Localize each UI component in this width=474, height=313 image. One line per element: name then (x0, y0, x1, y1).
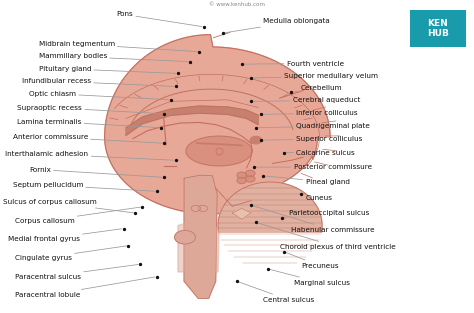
Text: Pituitary gland: Pituitary gland (38, 66, 176, 73)
FancyBboxPatch shape (410, 10, 466, 47)
Text: Paracentral sulcus: Paracentral sulcus (15, 264, 138, 280)
Text: Calcarine sulcus: Calcarine sulcus (286, 150, 355, 156)
Polygon shape (126, 106, 258, 136)
Text: Inferior colliculus: Inferior colliculus (263, 110, 358, 116)
Text: Interthalamic adhesion: Interthalamic adhesion (5, 151, 173, 160)
Text: Supraoptic recess: Supraoptic recess (17, 105, 162, 114)
Text: Midbrain tegmentum: Midbrain tegmentum (38, 41, 197, 52)
Circle shape (191, 205, 201, 212)
Text: Infundibular recess: Infundibular recess (22, 78, 173, 86)
Polygon shape (232, 208, 251, 219)
Text: Anterior commissure: Anterior commissure (12, 134, 162, 143)
Polygon shape (184, 175, 217, 298)
Text: Lamina terminalis: Lamina terminalis (17, 119, 159, 128)
Text: KEN
HUB: KEN HUB (427, 19, 449, 38)
Text: Parietooccipital sulcus: Parietooccipital sulcus (284, 210, 369, 218)
Circle shape (174, 230, 195, 244)
Polygon shape (186, 136, 252, 166)
Polygon shape (105, 35, 330, 214)
Circle shape (246, 170, 255, 177)
Text: Marginal sulcus: Marginal sulcus (270, 269, 350, 286)
Text: Cerebellum: Cerebellum (293, 85, 342, 92)
Text: Cerebral aqueduct: Cerebral aqueduct (253, 97, 360, 103)
Text: Mammillary bodies: Mammillary bodies (38, 54, 188, 62)
Text: Pineal gland: Pineal gland (265, 176, 349, 185)
Text: Septum pellucidum: Septum pellucidum (12, 182, 155, 191)
Text: Superior colliculus: Superior colliculus (263, 136, 363, 142)
Polygon shape (178, 221, 219, 272)
Circle shape (246, 176, 255, 182)
Text: Fornix: Fornix (29, 167, 162, 177)
Text: Cingulate gyrus: Cingulate gyrus (15, 246, 126, 261)
Text: Choroid plexus of third ventricle: Choroid plexus of third ventricle (258, 223, 395, 250)
Text: Habenular commissure: Habenular commissure (253, 206, 375, 233)
Text: Quadrigeminal plate: Quadrigeminal plate (258, 123, 370, 129)
Text: Optic chiasm: Optic chiasm (29, 90, 169, 100)
Circle shape (237, 177, 246, 183)
Text: Precuneus: Precuneus (286, 253, 338, 269)
Circle shape (198, 205, 208, 212)
Text: © www.kenhub.com: © www.kenhub.com (209, 2, 265, 7)
Polygon shape (218, 182, 322, 232)
Text: Fourth ventricle: Fourth ventricle (244, 60, 344, 66)
Text: Corpus callosum: Corpus callosum (15, 207, 140, 224)
Text: Superior medullary velum: Superior medullary velum (253, 73, 378, 79)
Text: Posterior commissure: Posterior commissure (255, 164, 372, 170)
Text: Cuneus: Cuneus (301, 194, 333, 201)
Polygon shape (187, 201, 192, 238)
Text: Pons: Pons (117, 12, 202, 27)
Text: Medulla oblongata: Medulla oblongata (225, 18, 330, 33)
Text: Sulcus of corpus callosum: Sulcus of corpus callosum (3, 199, 133, 213)
Circle shape (237, 172, 246, 178)
Text: Central sulcus: Central sulcus (239, 282, 314, 303)
Text: Medial frontal gyrus: Medial frontal gyrus (8, 229, 121, 242)
Text: Paracentral lobule: Paracentral lobule (15, 277, 155, 298)
Circle shape (250, 136, 262, 144)
